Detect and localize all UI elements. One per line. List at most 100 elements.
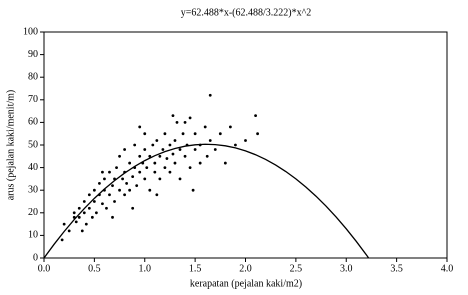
- scatter-point: [103, 177, 106, 181]
- scatter-point: [208, 93, 212, 97]
- scatter-point: [67, 229, 71, 233]
- scatter-point: [82, 200, 86, 203]
- scatter-point: [128, 161, 132, 165]
- y-tick-label: 40: [28, 162, 38, 173]
- scatter-point: [148, 188, 152, 192]
- scatter-point: [193, 132, 197, 136]
- scatter-point: [138, 154, 142, 158]
- scatter-point: [87, 193, 91, 197]
- scatter-point: [82, 211, 86, 215]
- scatter-point: [183, 121, 187, 124]
- scatter-point: [98, 182, 101, 185]
- x-tick-label: 1.5: [189, 263, 202, 274]
- scatter-point: [171, 152, 175, 156]
- scatter-point: [191, 188, 195, 192]
- scatter-point: [153, 161, 157, 165]
- scatter-point: [155, 193, 159, 197]
- scatter-point: [131, 206, 135, 210]
- scatter-point: [138, 125, 142, 129]
- scatter-point: [123, 148, 126, 151]
- x-axis-label: kerapatan (pejalan kaki/m2): [190, 278, 302, 289]
- scatter-point: [108, 170, 111, 174]
- x-tick-label: 0.0: [38, 263, 51, 274]
- x-tick-label: 2.0: [239, 263, 252, 274]
- scatter-point: [108, 193, 111, 197]
- scatter-point: [153, 170, 157, 174]
- scatter-point: [118, 154, 121, 158]
- x-tick-label: 0.5: [88, 263, 101, 274]
- scatter-point: [113, 200, 116, 203]
- scatter-point: [151, 143, 155, 147]
- chart-title: y=62.488*x-(62.488/3.222)*x^2: [181, 7, 312, 18]
- scatter-point: [72, 211, 76, 215]
- scatter-point: [84, 222, 88, 226]
- scatter-point: [123, 193, 126, 197]
- scatter-point: [101, 170, 104, 174]
- scatter-point: [171, 114, 175, 118]
- scatter-point: [143, 177, 147, 181]
- scatter-point: [228, 125, 232, 129]
- y-tick-label: 100: [23, 26, 38, 37]
- scatter-point: [161, 148, 165, 151]
- scatter-point: [148, 154, 152, 158]
- y-axis-label: arus (pejalan kaki/menit/m): [5, 90, 16, 201]
- scatter-point: [74, 220, 78, 224]
- y-tick-label: 30: [28, 184, 38, 195]
- x-tick-label: 3.0: [340, 263, 353, 274]
- scatter-point: [188, 116, 192, 120]
- scatter-point: [165, 157, 169, 160]
- scatter-point: [135, 184, 139, 188]
- scatter-point: [163, 132, 167, 136]
- scatter-point: [105, 206, 108, 210]
- y-tick-label: 10: [28, 230, 38, 241]
- x-tick-label: 1.0: [139, 263, 152, 274]
- scatter-point: [143, 132, 147, 136]
- scatter-point: [60, 238, 64, 242]
- scatter-point: [145, 166, 149, 170]
- scatter-point: [131, 175, 135, 179]
- scatter-point: [90, 215, 94, 219]
- scatter-point: [183, 154, 187, 158]
- scatter-point: [173, 139, 177, 142]
- scatter-point: [168, 143, 172, 147]
- scatter-point: [118, 188, 121, 192]
- scatter-point: [173, 161, 177, 165]
- scatter-point: [158, 177, 162, 181]
- scatter-point: [256, 132, 259, 136]
- y-tick-label: 80: [28, 71, 38, 82]
- x-tick-label: 4.0: [441, 263, 454, 274]
- scatter-point: [168, 170, 172, 174]
- scatter-point: [115, 166, 118, 170]
- scatter-point: [111, 184, 114, 188]
- scatter-point: [175, 121, 179, 124]
- scatter-point: [138, 170, 142, 174]
- y-tick-label: 60: [28, 117, 38, 128]
- scatter-point: [178, 177, 182, 181]
- scatter-point: [198, 161, 202, 165]
- scatter-point: [77, 215, 81, 219]
- scatter-point: [87, 206, 91, 210]
- scatter-point: [133, 143, 137, 147]
- scatter-point: [205, 154, 209, 158]
- y-tick-label: 20: [28, 207, 38, 218]
- scatter-point: [121, 177, 124, 181]
- scatter-point: [188, 166, 192, 170]
- y-tick-label: 50: [28, 139, 38, 150]
- x-tick-label: 2.5: [290, 263, 303, 274]
- scatter-point: [223, 161, 227, 165]
- scatter-point: [193, 148, 197, 151]
- scatter-point: [92, 200, 96, 203]
- scatter-point: [158, 154, 162, 158]
- scatter-point: [62, 222, 66, 226]
- scatter-point: [128, 188, 132, 192]
- x-tick-label: 3.5: [390, 263, 403, 274]
- y-tick-label: 90: [28, 49, 38, 60]
- scatter-point: [101, 202, 104, 206]
- scatter-point: [80, 229, 84, 233]
- scatter-point: [208, 139, 212, 142]
- scatter-point: [143, 148, 147, 151]
- y-tick-label: 70: [28, 94, 38, 105]
- scatter-point: [244, 139, 247, 142]
